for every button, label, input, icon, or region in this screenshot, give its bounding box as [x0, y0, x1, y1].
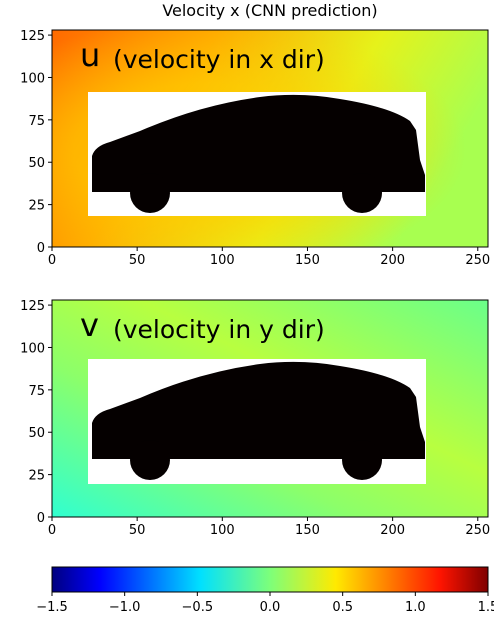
x-tick-label: 50	[129, 523, 146, 538]
annotation-symbol: v	[80, 306, 99, 344]
annotation-symbol: u	[80, 36, 100, 74]
y-tick-label: 100	[20, 71, 45, 86]
x-tick-label: 250	[465, 523, 490, 538]
colorbar-tick-label: 1.0	[405, 600, 426, 615]
x-tick-label: 200	[380, 523, 405, 538]
y-tick-label: 50	[28, 426, 45, 441]
x-tick-label: 150	[295, 523, 320, 538]
colorbar-tick-label: −0.5	[182, 600, 214, 615]
y-tick-label: 50	[28, 156, 45, 171]
y-tick-label: 0	[37, 511, 45, 526]
x-tick-label: 100	[210, 523, 235, 538]
colorbar-tick-label: 1.5	[478, 600, 494, 615]
colorbar-tick-label: 0.5	[332, 600, 353, 615]
x-tick-label: 100	[210, 253, 235, 268]
colorbar-tick-label: −1.0	[109, 600, 141, 615]
y-tick-label: 25	[28, 469, 45, 484]
y-tick-label: 125	[20, 299, 45, 314]
y-tick-label: 75	[28, 384, 45, 399]
panel-v: v (velocity in y dir)	[52, 300, 488, 517]
annotation: (velocity in x dir)	[113, 45, 325, 74]
colorbar	[52, 567, 488, 592]
y-tick-label: 0	[37, 241, 45, 256]
x-tick-label: 0	[48, 523, 56, 538]
page: {"chart_data": [ {"type": "heatmap", "ti…	[0, 0, 494, 617]
x-tick-label: 150	[295, 253, 320, 268]
panel-u: u (velocity in x dir)	[52, 30, 488, 247]
x-tick-label: 200	[380, 253, 405, 268]
x-tick-label: 250	[465, 253, 490, 268]
y-tick-label: 125	[20, 29, 45, 44]
colorbar-tick-label: −1.5	[36, 600, 68, 615]
x-tick-label: 0	[48, 253, 56, 268]
figure: Velocity x (CNN prediction) u (velocity …	[0, 0, 494, 617]
y-tick-label: 75	[28, 114, 45, 129]
colorbar-tick-label: 0.0	[260, 600, 281, 615]
y-tick-label: 100	[20, 341, 45, 356]
x-tick-label: 50	[129, 253, 146, 268]
annotation: (velocity in y dir)	[113, 315, 325, 344]
chart-title: Velocity x (CNN prediction)	[162, 1, 377, 20]
y-tick-label: 25	[28, 199, 45, 214]
